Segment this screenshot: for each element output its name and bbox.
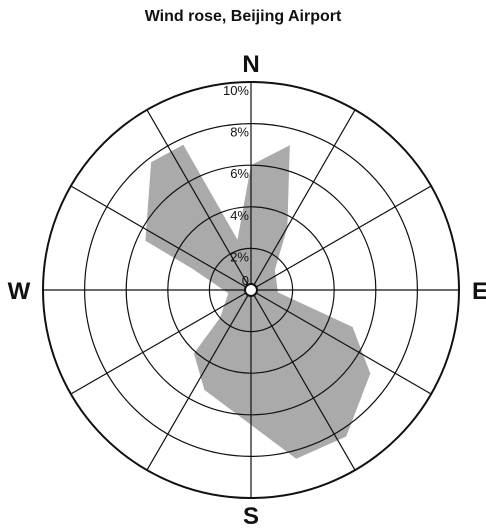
compass-label-e: E bbox=[472, 278, 486, 305]
compass-label-w: W bbox=[8, 278, 31, 305]
spoke-nne bbox=[252, 109, 356, 287]
spoke-wnw bbox=[70, 185, 248, 289]
radial-tick-label: 6% bbox=[230, 166, 249, 181]
spoke-nnw bbox=[146, 109, 250, 287]
radial-tick-label: 8% bbox=[230, 125, 249, 140]
radial-tick-label: 4% bbox=[230, 208, 249, 223]
center-hole bbox=[244, 283, 258, 297]
spoke-ese bbox=[254, 291, 432, 395]
radial-tick-label: 2% bbox=[230, 249, 249, 264]
compass-label-s: S bbox=[243, 503, 259, 528]
spoke-wsw bbox=[70, 291, 248, 395]
radial-tick-label: 0 bbox=[242, 273, 249, 288]
spoke-ssw bbox=[146, 293, 250, 471]
spoke-sse bbox=[252, 293, 356, 471]
compass-label-n: N bbox=[242, 51, 259, 78]
radial-tick-label: 10% bbox=[223, 83, 249, 98]
spoke-ene bbox=[254, 185, 432, 289]
chart-title: Wind rose, Beijing Airport bbox=[144, 8, 342, 25]
